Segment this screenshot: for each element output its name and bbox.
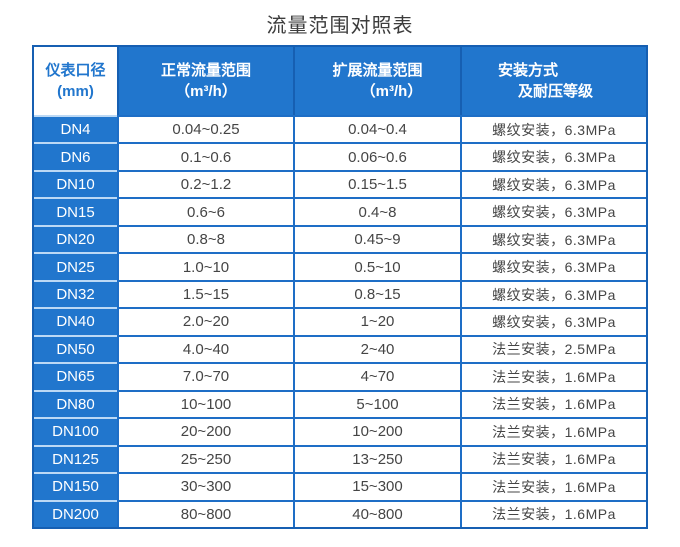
dn-cell: DN125 [34,444,117,473]
dn-cell: DN15 [34,197,117,225]
install-cell: 螺纹安装，6.3MPa [460,279,646,308]
dn-cell: DN50 [34,334,117,363]
header-normal-range-label: 正常流量范围 [160,62,251,79]
extended-range-cell: 2~40 [293,334,460,363]
header-cell-extended-range: 扩展流量范围 （m³/h） [293,47,460,115]
flow-range-table: 仪表口径 (mm) 正常流量范围 （m³/h） 扩展流量范围 （m³/h） 安装… [32,45,648,529]
dn-cell: DN150 [34,472,117,500]
dn-cell: DN32 [34,279,117,308]
header-extended-range-unit: （m³/h） [360,83,423,100]
extended-range-cell: 0.8~15 [293,279,460,308]
install-cell: 螺纹安装，6.3MPa [460,224,646,253]
install-cell: 法兰安装，1.6MPa [460,362,646,390]
extended-range-cell: 0.06~0.6 [293,142,460,170]
install-cell: 螺纹安装，6.3MPa [460,307,646,335]
install-cell: 法兰安装，2.5MPa [460,334,646,363]
dn-cell: DN20 [34,224,117,253]
extended-range-cell: 15~300 [293,472,460,500]
normal-range-cell: 0.04~0.25 [117,115,293,143]
extended-range-cell: 1~20 [293,307,460,335]
header-installation-label-line2: 及耐压等级 [518,83,594,100]
dn-cell: DN25 [34,252,117,280]
dn-cell: DN80 [34,389,117,418]
install-cell: 螺纹安装，6.3MPa [460,142,646,170]
header-diameter-label: 仪表口径 [45,62,106,79]
normal-range-cell: 0.6~6 [117,197,293,225]
normal-range-cell: 0.8~8 [117,224,293,253]
install-cell: 法兰安装，1.6MPa [460,417,646,445]
install-cell: 螺纹安装，6.3MPa [460,115,646,143]
extended-range-cell: 0.45~9 [293,224,460,253]
normal-range-cell: 0.1~0.6 [117,142,293,170]
dn-cell: DN40 [34,307,117,335]
extended-range-cell: 0.15~1.5 [293,169,460,198]
normal-range-cell: 7.0~70 [117,362,293,390]
header-extended-range-label: 扩展流量范围 [332,62,423,79]
extended-range-cell: 5~100 [293,389,460,418]
header-diameter-unit: (mm) [57,83,94,100]
install-cell: 螺纹安装，6.3MPa [460,197,646,225]
normal-range-cell: 25~250 [117,444,293,473]
header-normal-range-unit: （m³/h） [175,83,237,100]
normal-range-cell: 80~800 [117,499,293,527]
extended-range-cell: 40~800 [293,499,460,527]
header-cell-installation: 安装方式 及耐压等级 [460,47,646,115]
normal-range-cell: 1.0~10 [117,252,293,280]
dn-cell: DN100 [34,417,117,445]
normal-range-cell: 2.0~20 [117,307,293,335]
dn-cell: DN6 [34,142,117,170]
normal-range-cell: 30~300 [117,472,293,500]
extended-range-cell: 4~70 [293,362,460,390]
normal-range-cell: 4.0~40 [117,334,293,363]
install-cell: 螺纹安装，6.3MPa [460,169,646,198]
extended-range-cell: 0.5~10 [293,252,460,280]
extended-range-cell: 0.04~0.4 [293,115,460,143]
header-installation-label-line1: 安装方式 [498,62,559,79]
install-cell: 法兰安装，1.6MPa [460,389,646,418]
normal-range-cell: 20~200 [117,417,293,445]
extended-range-cell: 13~250 [293,444,460,473]
header-cell-normal-range: 正常流量范围 （m³/h） [117,47,293,115]
extended-range-cell: 10~200 [293,417,460,445]
dn-cell: DN200 [34,499,117,527]
normal-range-cell: 0.2~1.2 [117,169,293,198]
dn-cell: DN10 [34,169,117,198]
normal-range-cell: 1.5~15 [117,279,293,308]
header-cell-diameter: 仪表口径 (mm) [34,47,117,115]
page-title: 流量范围对照表 [266,15,414,37]
install-cell: 法兰安装，1.6MPa [460,444,646,473]
dn-cell: DN65 [34,362,117,390]
install-cell: 法兰安装，1.6MPa [460,472,646,500]
dn-cell: DN4 [34,115,117,143]
extended-range-cell: 0.4~8 [293,197,460,225]
install-cell: 法兰安装，1.6MPa [460,499,646,527]
install-cell: 螺纹安装，6.3MPa [460,252,646,280]
normal-range-cell: 10~100 [117,389,293,418]
